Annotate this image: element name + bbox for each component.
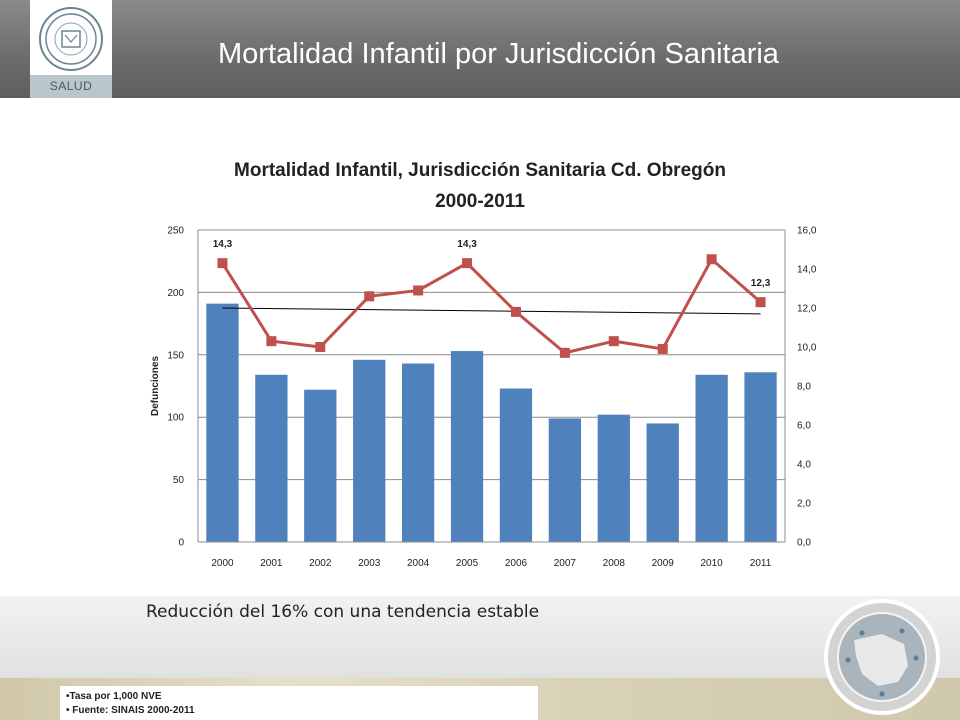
right-tick-label: 6,0	[797, 421, 811, 432]
gridlines	[198, 229, 785, 481]
x-tick-label: 2002	[309, 558, 332, 569]
bar	[304, 389, 337, 542]
data-label: 14,3	[457, 239, 477, 250]
bar	[450, 351, 484, 542]
data-labels: 14,3 14,3 12,3	[213, 239, 771, 289]
rate-point	[315, 342, 326, 352]
right-axis-ticks: 0,0 2,0 4,0 6,0 8,0 10,0 12,0 14,0 16,0	[797, 226, 817, 549]
rate-point	[364, 291, 375, 302]
left-axis-ticks: 0 50 100 150 200 250	[167, 226, 184, 549]
bar	[206, 303, 239, 542]
data-label: 12,3	[751, 278, 771, 289]
line-series	[217, 254, 766, 358]
government-seal-icon	[824, 599, 940, 715]
rate-point	[755, 297, 766, 308]
x-axis-ticks: 2000 2001 2002 2003 2004 2005 2006 2007 2008 2009…	[211, 558, 771, 569]
right-tick-label: 2,0	[797, 499, 811, 510]
data-label: 14,3	[213, 239, 233, 250]
rate-point	[706, 254, 717, 265]
x-tick-label: 2004	[407, 558, 430, 569]
right-tick-label: 4,0	[797, 460, 811, 471]
right-tick-label: 0,0	[797, 538, 811, 549]
trend-line	[222, 307, 761, 315]
left-tick-label: 0	[178, 538, 184, 549]
bar	[646, 423, 679, 542]
left-tick-label: 250	[167, 226, 184, 237]
bar	[744, 372, 777, 542]
rate-point	[413, 285, 424, 296]
left-tick-label: 200	[167, 288, 184, 299]
note-source: • Fuente: SINAIS 2000-2011	[66, 705, 195, 716]
x-tick-label: 2009	[652, 558, 675, 569]
bar	[548, 418, 582, 542]
combo-chart: Mortalidad Infantil, Jurisdicción Sanita…	[150, 160, 817, 569]
x-tick-label: 2008	[603, 558, 626, 569]
x-tick-label: 2011	[750, 558, 772, 569]
page-title: Mortalidad Infantil por Jurisdicción San…	[218, 38, 779, 70]
notes-box: •Tasa por 1,000 NVE • Fuente: SINAIS 200…	[60, 686, 538, 720]
x-tick-label: 2006	[505, 558, 528, 569]
x-tick-label: 2000	[211, 558, 234, 569]
x-tick-label: 2005	[456, 558, 479, 569]
right-tick-label: 8,0	[797, 382, 811, 393]
x-tick-label: 2001	[260, 558, 283, 569]
health-seal-icon	[39, 7, 103, 71]
bar	[353, 359, 386, 542]
note-rate: •Tasa por 1,000 NVE	[66, 691, 162, 702]
header-bar: SALUD Mortalidad Infantil por Jurisdicci…	[0, 0, 960, 98]
left-tick-label: 50	[173, 475, 185, 486]
bar-series	[206, 303, 777, 542]
rate-line	[221, 256, 762, 355]
axes	[197, 230, 786, 543]
trendline	[222, 307, 761, 315]
rate-point	[266, 336, 277, 347]
chart-caption: Reducción del 16% con una tendencia esta…	[146, 602, 540, 622]
logo-text: SALUD	[49, 79, 93, 93]
y-axis-label-left: Defunciones	[150, 356, 161, 416]
x-tick-label: 2007	[554, 558, 577, 569]
x-tick-label: 2003	[358, 558, 381, 569]
bar	[401, 363, 435, 542]
bar	[695, 374, 728, 542]
right-tick-label: 10,0	[797, 343, 817, 354]
logo: SALUD	[30, 0, 112, 98]
rate-point	[608, 336, 619, 347]
right-tick-label: 16,0	[797, 226, 817, 237]
rate-point	[217, 258, 228, 269]
bar	[597, 414, 630, 542]
logo-band	[30, 75, 112, 98]
bar	[499, 388, 533, 542]
left-tick-label: 100	[167, 413, 184, 424]
rate-point	[559, 347, 570, 358]
rate-point	[462, 258, 473, 269]
rate-point	[510, 306, 521, 317]
left-tick-label: 150	[167, 350, 184, 361]
right-tick-label: 14,0	[797, 265, 817, 276]
chart-title-line-2: 2000-2011	[435, 191, 525, 212]
x-tick-label: 2010	[701, 558, 724, 569]
chart-title-line-1: Mortalidad Infantil, Jurisdicción Sanita…	[234, 160, 726, 181]
rate-point	[657, 343, 668, 354]
bar	[255, 374, 288, 542]
right-tick-label: 12,0	[797, 304, 817, 315]
